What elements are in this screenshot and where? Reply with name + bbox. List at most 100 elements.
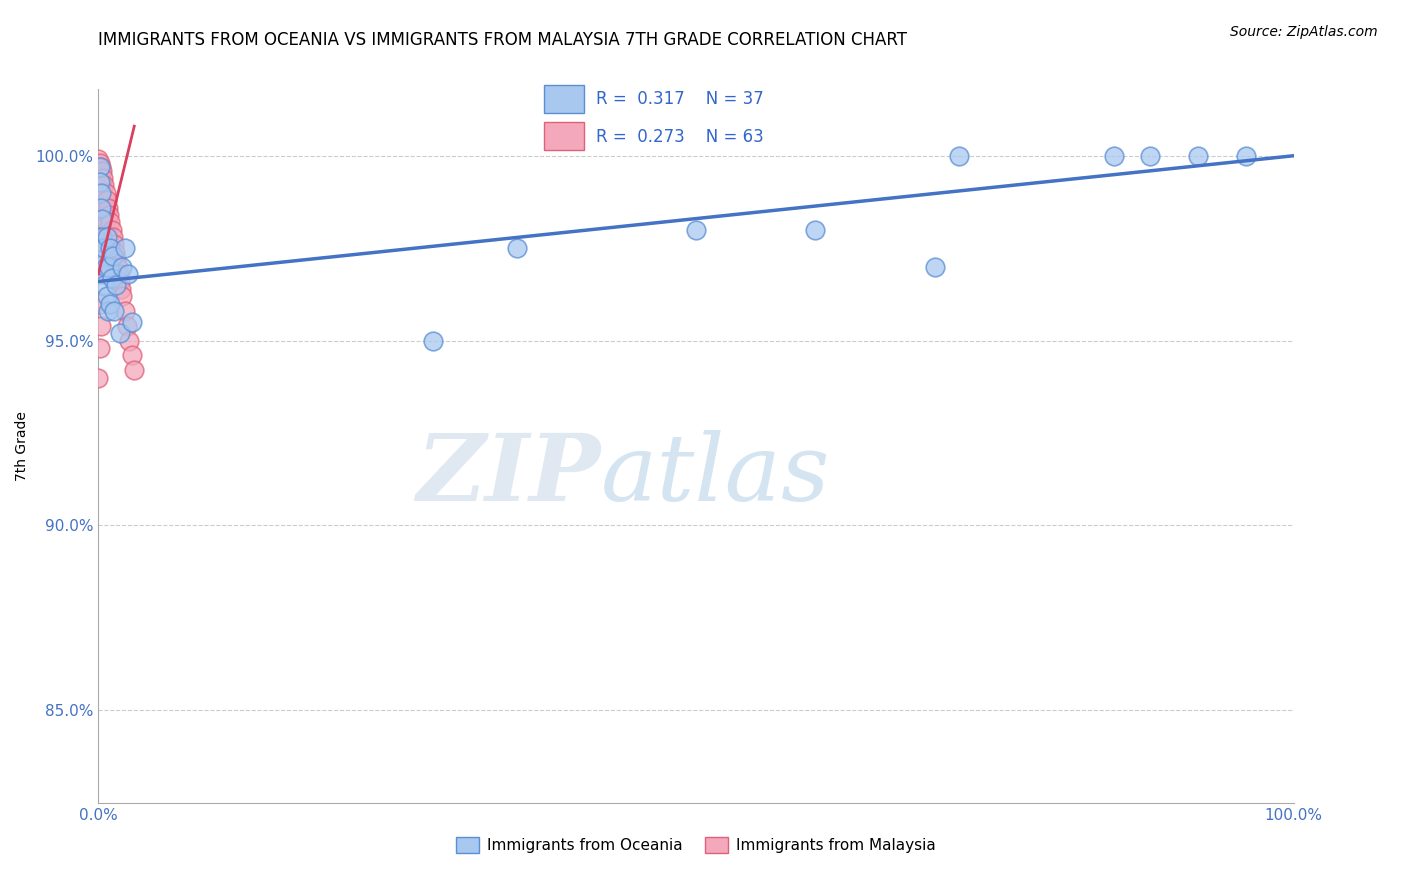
Point	[91, 223, 114, 237]
Point	[94, 234, 117, 248]
Point	[100, 270, 122, 285]
Point	[108, 326, 131, 341]
Point	[93, 278, 115, 293]
Point	[96, 230, 118, 244]
Point	[97, 201, 120, 215]
Point	[87, 204, 110, 219]
Point	[91, 252, 114, 267]
Point	[90, 204, 112, 219]
Text: IMMIGRANTS FROM OCEANIA VS IMMIGRANTS FROM MALAYSIA 7TH GRADE CORRELATION CHART: IMMIGRANTS FROM OCEANIA VS IMMIGRANTS FR…	[98, 31, 907, 49]
Point	[97, 227, 120, 241]
Point	[98, 215, 122, 229]
Point	[94, 260, 117, 274]
Point	[1104, 149, 1126, 163]
Point	[108, 275, 131, 289]
Point	[104, 244, 127, 259]
Point	[91, 193, 114, 207]
Point	[91, 230, 114, 244]
Point	[89, 341, 111, 355]
FancyBboxPatch shape	[544, 122, 583, 151]
Point	[685, 223, 707, 237]
Point	[111, 289, 134, 303]
Point	[98, 296, 122, 310]
Point	[87, 196, 110, 211]
Point	[101, 249, 124, 263]
Point	[89, 237, 111, 252]
Point	[90, 189, 112, 203]
Point	[91, 241, 114, 255]
Legend: Immigrants from Oceania, Immigrants from Malaysia: Immigrants from Oceania, Immigrants from…	[450, 831, 942, 859]
Point	[91, 267, 114, 281]
Point	[94, 186, 117, 200]
Point	[87, 267, 110, 281]
Point	[121, 315, 143, 329]
Point	[91, 178, 114, 193]
FancyBboxPatch shape	[544, 85, 583, 113]
Point	[90, 219, 112, 233]
Point	[89, 252, 111, 267]
Point	[121, 348, 143, 362]
Point	[114, 241, 136, 255]
Point	[105, 252, 128, 267]
Point	[91, 170, 114, 185]
Point	[89, 193, 111, 207]
Point	[124, 363, 146, 377]
Point	[96, 193, 118, 207]
Point	[115, 318, 138, 333]
Point	[87, 189, 110, 203]
Point	[804, 223, 827, 237]
Point	[89, 160, 111, 174]
Point	[89, 163, 111, 178]
Point	[98, 241, 122, 255]
Point	[98, 234, 121, 248]
Point	[1234, 149, 1257, 163]
Point	[89, 223, 111, 237]
Point	[506, 241, 529, 255]
Point	[89, 296, 111, 310]
Point	[107, 267, 129, 281]
Point	[98, 260, 121, 274]
Point	[96, 289, 118, 303]
Point	[87, 175, 110, 189]
Point	[90, 175, 112, 189]
Point	[91, 211, 114, 226]
Point	[89, 170, 111, 185]
Text: Source: ZipAtlas.com: Source: ZipAtlas.com	[1230, 25, 1378, 39]
Point	[87, 182, 110, 196]
Point	[90, 201, 112, 215]
Text: atlas: atlas	[600, 430, 830, 519]
Point	[91, 163, 114, 178]
Point	[924, 260, 946, 274]
Point	[111, 260, 134, 274]
Point	[105, 278, 128, 293]
Point	[107, 260, 129, 274]
Point	[101, 230, 124, 244]
Point	[422, 334, 444, 348]
Point	[87, 153, 110, 167]
Point	[93, 241, 115, 255]
Point	[117, 267, 139, 281]
Point	[91, 201, 114, 215]
Point	[103, 237, 125, 252]
Point	[89, 175, 111, 189]
Point	[1187, 149, 1209, 163]
Point	[98, 208, 121, 222]
Point	[94, 208, 117, 222]
Point	[103, 304, 125, 318]
Point	[87, 167, 110, 181]
Point	[1139, 149, 1161, 163]
Point	[96, 215, 118, 229]
Point	[91, 215, 114, 229]
Point	[97, 304, 120, 318]
Point	[98, 241, 122, 255]
Text: R =  0.273    N = 63: R = 0.273 N = 63	[596, 128, 763, 145]
Point	[93, 227, 115, 241]
Point	[100, 223, 122, 237]
Point	[87, 370, 110, 384]
Point	[89, 178, 111, 193]
Point	[114, 304, 136, 318]
Text: ZIP: ZIP	[416, 430, 600, 519]
Point	[93, 201, 115, 215]
Text: R =  0.317    N = 37: R = 0.317 N = 37	[596, 90, 763, 108]
Point	[90, 186, 112, 200]
